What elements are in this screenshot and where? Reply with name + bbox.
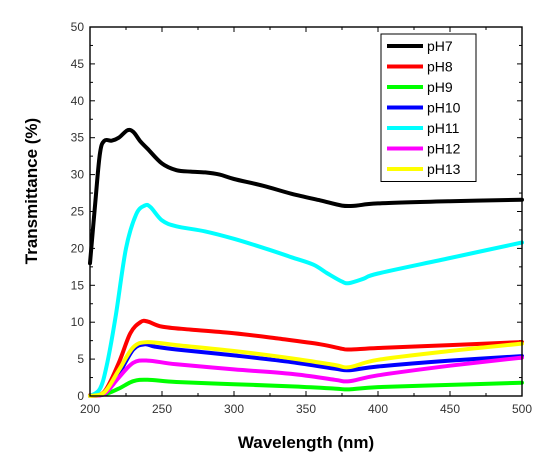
legend-label-ph8: pH8: [427, 59, 453, 75]
legend-label-ph9: pH9: [427, 79, 453, 95]
series-layer: [88, 127, 524, 398]
series-line-ph11: [88, 202, 524, 398]
legend-label-ph10: pH10: [427, 100, 461, 116]
x-tick-label: 500: [512, 402, 532, 416]
plot-frame: [89, 26, 523, 397]
legend-label-ph7: pH7: [427, 38, 453, 54]
y-tick-label: 50: [71, 20, 85, 34]
y-tick-label: 30: [71, 168, 85, 182]
x-tick-label: 450: [440, 402, 460, 416]
x-tick-label: 350: [296, 402, 316, 416]
y-tick-label: 0: [77, 389, 84, 403]
y-tick-label: 45: [71, 57, 85, 71]
y-axis-title: Transmittance (%): [22, 118, 41, 264]
x-tick-label: 300: [224, 402, 244, 416]
legend-label-ph12: pH12: [427, 141, 461, 157]
x-axis-title: Wavelength (nm): [238, 433, 374, 452]
y-tick-label: 20: [71, 241, 85, 255]
y-tick-label: 40: [71, 94, 85, 108]
series-line-ph13: [88, 340, 524, 398]
x-tick-label: 200: [80, 402, 100, 416]
series-line-ph8: [88, 318, 524, 398]
legend: pH7 pH8 pH9 pH10 pH11 pH12 pH13: [380, 33, 477, 182]
x-tick-label: 250: [152, 402, 172, 416]
y-tick-label: 15: [71, 278, 85, 292]
y-tick-label: 5: [77, 352, 84, 366]
x-tick-label: 400: [368, 402, 388, 416]
y-tick-label: 25: [71, 205, 85, 219]
legend-label-ph11: pH11: [427, 120, 460, 136]
y-axis-title-group: Transmittance (%): [22, 118, 41, 264]
legend-label-ph13: pH13: [427, 161, 461, 177]
series-line-ph9: [88, 377, 524, 398]
y-tick-label: 10: [71, 315, 85, 329]
y-tick-label: 35: [71, 131, 85, 145]
series-line-ph12: [88, 355, 524, 398]
ticks-layer: 200 250 300 350 400 450 500 0 5 10 15 20 25 30 35 40 45 5…: [71, 20, 533, 416]
series-line-ph7: [88, 127, 524, 266]
